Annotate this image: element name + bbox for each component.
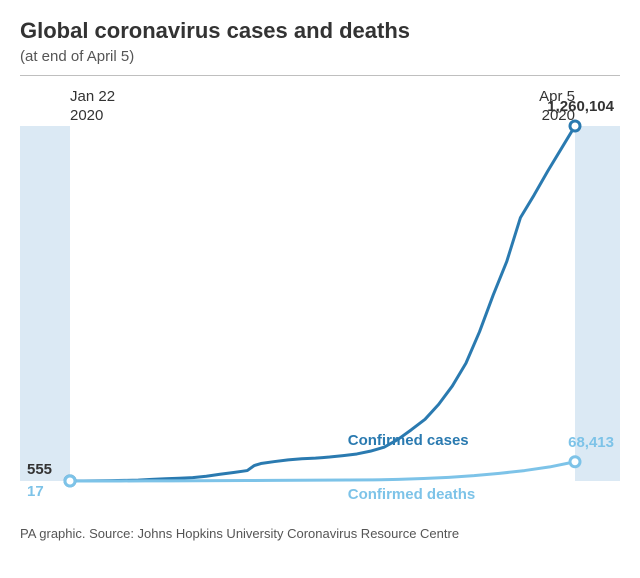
divider (20, 75, 620, 76)
series-label-cases: Confirmed cases (348, 432, 469, 449)
chart-svg (20, 86, 620, 516)
footer-source: PA graphic. Source: Johns Hopkins Univer… (20, 526, 620, 541)
deaths-start-value: 17 (27, 483, 44, 502)
x-start-label: Jan 222020 (70, 88, 115, 126)
chart-subtitle: (at end of April 5) (20, 48, 620, 65)
chart-area: Jan 222020 Apr 52020 555 17 1,260,104 68… (20, 86, 620, 516)
chart-title: Global coronavirus cases and deaths (20, 18, 620, 44)
cases-start-value: 555 (27, 461, 52, 480)
cases-end-value: 1,260,104 (547, 98, 614, 117)
deaths-end-value: 68,413 (568, 434, 614, 453)
series-label-deaths: Confirmed deaths (348, 486, 476, 503)
